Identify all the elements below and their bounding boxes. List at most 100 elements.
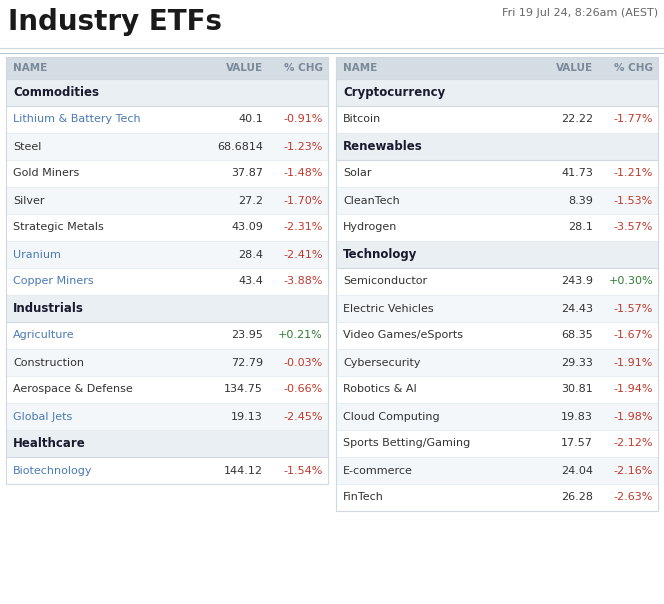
Text: % CHG: % CHG: [614, 63, 653, 73]
Text: -3.88%: -3.88%: [284, 277, 323, 286]
Text: 26.28: 26.28: [561, 492, 593, 503]
Text: -0.03%: -0.03%: [284, 358, 323, 367]
Text: Cloud Computing: Cloud Computing: [343, 411, 440, 422]
Bar: [336, 241, 658, 268]
Bar: [6, 295, 328, 322]
Text: -0.91%: -0.91%: [284, 115, 323, 124]
Text: 19.13: 19.13: [231, 411, 263, 422]
Bar: [6, 57, 328, 79]
Text: FinTech: FinTech: [343, 492, 384, 503]
Text: 24.04: 24.04: [561, 466, 593, 475]
Bar: [336, 403, 658, 430]
Text: 29.33: 29.33: [561, 358, 593, 367]
Text: Robotics & AI: Robotics & AI: [343, 385, 417, 394]
Bar: [6, 133, 328, 160]
Text: Aerospace & Defense: Aerospace & Defense: [13, 385, 133, 394]
Text: Construction: Construction: [13, 358, 84, 367]
Text: E-commerce: E-commerce: [343, 466, 413, 475]
Bar: [6, 322, 328, 349]
Text: 144.12: 144.12: [224, 466, 263, 475]
Text: 22.22: 22.22: [560, 115, 593, 124]
Text: -1.91%: -1.91%: [614, 358, 653, 367]
Text: -1.54%: -1.54%: [284, 466, 323, 475]
Text: CleanTech: CleanTech: [343, 196, 400, 205]
Text: -1.48%: -1.48%: [284, 169, 323, 179]
Text: -1.23%: -1.23%: [284, 141, 323, 152]
Bar: [6, 457, 328, 484]
Text: -1.70%: -1.70%: [284, 196, 323, 205]
Text: -1.57%: -1.57%: [614, 303, 653, 313]
Text: +0.30%: +0.30%: [608, 277, 653, 286]
Text: 17.57: 17.57: [561, 439, 593, 449]
Text: Silver: Silver: [13, 196, 44, 205]
Text: -1.67%: -1.67%: [614, 330, 653, 341]
Text: Copper Miners: Copper Miners: [13, 277, 94, 286]
Text: VALUE: VALUE: [556, 63, 593, 73]
Text: Global Jets: Global Jets: [13, 411, 72, 422]
Bar: [336, 57, 658, 79]
Text: Semiconductor: Semiconductor: [343, 277, 427, 286]
Text: Solar: Solar: [343, 169, 371, 179]
Text: 8.39: 8.39: [568, 196, 593, 205]
Bar: [336, 322, 658, 349]
Text: 28.4: 28.4: [238, 249, 263, 260]
Text: 30.81: 30.81: [561, 385, 593, 394]
Text: Gold Miners: Gold Miners: [13, 169, 79, 179]
Bar: [6, 160, 328, 187]
Bar: [336, 133, 658, 160]
Text: 40.1: 40.1: [238, 115, 263, 124]
Text: -2.31%: -2.31%: [284, 222, 323, 233]
Bar: [336, 187, 658, 214]
Text: -1.77%: -1.77%: [614, 115, 653, 124]
Text: +0.21%: +0.21%: [278, 330, 323, 341]
Text: 27.2: 27.2: [238, 196, 263, 205]
Text: 68.6814: 68.6814: [217, 141, 263, 152]
Bar: [336, 295, 658, 322]
Text: Electric Vehicles: Electric Vehicles: [343, 303, 434, 313]
Text: 243.9: 243.9: [561, 277, 593, 286]
Text: Industry ETFs: Industry ETFs: [8, 8, 222, 36]
Text: Cybersecurity: Cybersecurity: [343, 358, 420, 367]
Text: Healthcare: Healthcare: [13, 437, 86, 450]
Text: 43.4: 43.4: [238, 277, 263, 286]
Text: -1.21%: -1.21%: [614, 169, 653, 179]
Bar: [6, 187, 328, 214]
Bar: [6, 268, 328, 295]
Bar: [336, 160, 658, 187]
Bar: [6, 57, 328, 484]
Text: -2.16%: -2.16%: [614, 466, 653, 475]
Text: Renewables: Renewables: [343, 140, 423, 153]
Bar: [336, 57, 658, 511]
Text: 72.79: 72.79: [230, 358, 263, 367]
Text: NAME: NAME: [13, 63, 47, 73]
Text: Bitcoin: Bitcoin: [343, 115, 381, 124]
Text: Agriculture: Agriculture: [13, 330, 74, 341]
Text: 43.09: 43.09: [231, 222, 263, 233]
Text: -2.41%: -2.41%: [284, 249, 323, 260]
Text: Steel: Steel: [13, 141, 41, 152]
Text: VALUE: VALUE: [226, 63, 263, 73]
Text: Cryptocurrency: Cryptocurrency: [343, 86, 446, 99]
Text: NAME: NAME: [343, 63, 377, 73]
Text: -3.57%: -3.57%: [614, 222, 653, 233]
Text: Hydrogen: Hydrogen: [343, 222, 397, 233]
Text: 24.43: 24.43: [561, 303, 593, 313]
Text: % CHG: % CHG: [284, 63, 323, 73]
Bar: [336, 79, 658, 106]
Text: Commodities: Commodities: [13, 86, 99, 99]
Bar: [336, 349, 658, 376]
Bar: [6, 430, 328, 457]
Bar: [336, 430, 658, 457]
Text: 41.73: 41.73: [561, 169, 593, 179]
Text: Strategic Metals: Strategic Metals: [13, 222, 104, 233]
Text: Sports Betting/Gaming: Sports Betting/Gaming: [343, 439, 470, 449]
Bar: [336, 376, 658, 403]
Text: 28.1: 28.1: [568, 222, 593, 233]
Bar: [6, 241, 328, 268]
Bar: [6, 349, 328, 376]
Text: -2.63%: -2.63%: [614, 492, 653, 503]
Bar: [6, 214, 328, 241]
Text: Lithium & Battery Tech: Lithium & Battery Tech: [13, 115, 141, 124]
Text: -2.12%: -2.12%: [614, 439, 653, 449]
Bar: [6, 79, 328, 106]
